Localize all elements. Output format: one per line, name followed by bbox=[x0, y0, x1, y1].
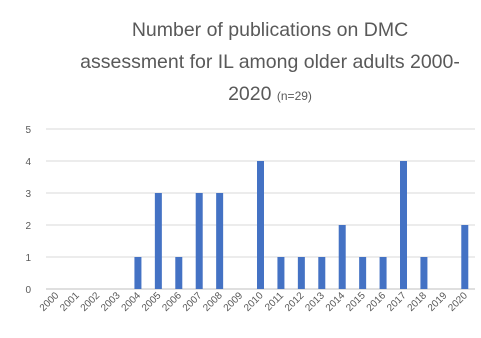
x-tick-label-2010: 2010 bbox=[242, 290, 266, 314]
x-tick-label-2018: 2018 bbox=[406, 290, 430, 314]
x-tick-label-2016: 2016 bbox=[365, 290, 389, 314]
x-tick-label-2006: 2006 bbox=[160, 290, 184, 314]
bar-2005 bbox=[154, 193, 162, 289]
y-tick-label: 4 bbox=[25, 157, 31, 168]
x-tick-label-2004: 2004 bbox=[120, 290, 144, 314]
chart-title-line-3-text: 2020 bbox=[228, 83, 272, 105]
bar-2016 bbox=[379, 257, 387, 289]
y-tick-label: 0 bbox=[25, 285, 31, 296]
bar-2017 bbox=[400, 161, 407, 289]
bar-2007 bbox=[195, 193, 203, 289]
bar-2006 bbox=[175, 257, 183, 289]
x-axis-tick-labels: 2000200120022003200420052006200720082009… bbox=[38, 290, 470, 314]
bar-2004 bbox=[134, 257, 142, 289]
y-tick-label: 2 bbox=[25, 221, 31, 232]
chart-title-note: (n=29) bbox=[276, 89, 312, 103]
bar-2020 bbox=[461, 225, 469, 289]
x-tick-label-2015: 2015 bbox=[344, 290, 368, 314]
chart-title: Number of publications on DMC assessment… bbox=[60, 14, 480, 112]
x-tick-label-2019: 2019 bbox=[426, 290, 450, 314]
x-tick-label-2005: 2005 bbox=[140, 290, 164, 314]
x-tick-label-2008: 2008 bbox=[201, 290, 225, 314]
chart-title-line-2: assessment for IL among older adults 200… bbox=[80, 51, 460, 73]
x-tick-label-2017: 2017 bbox=[385, 290, 409, 314]
x-tick-label-2002: 2002 bbox=[79, 290, 103, 314]
y-tick-label: 3 bbox=[25, 189, 31, 200]
y-tick-label: 5 bbox=[25, 125, 31, 136]
x-tick-label-2001: 2001 bbox=[58, 290, 82, 314]
bar-2014 bbox=[338, 225, 346, 289]
bar-2018 bbox=[420, 257, 428, 289]
x-tick-label-2012: 2012 bbox=[283, 290, 307, 314]
bar-2008 bbox=[216, 193, 224, 289]
x-tick-label-2007: 2007 bbox=[181, 290, 205, 314]
x-tick-label-2020: 2020 bbox=[446, 290, 470, 314]
bar-2012 bbox=[297, 257, 305, 289]
x-tick-label-2013: 2013 bbox=[303, 290, 327, 314]
chart-title-line-3: 2020 (n=29) bbox=[60, 78, 480, 112]
chart-title-line-1: Number of publications on DMC bbox=[131, 19, 409, 41]
x-tick-label-2011: 2011 bbox=[263, 290, 286, 313]
y-tick-label: 1 bbox=[25, 253, 31, 264]
bar-2013 bbox=[318, 257, 326, 289]
bar-2010 bbox=[257, 161, 264, 289]
x-tick-label-2009: 2009 bbox=[222, 290, 246, 314]
x-tick-label-2014: 2014 bbox=[324, 290, 348, 314]
x-tick-label-2003: 2003 bbox=[99, 290, 123, 314]
y-axis-tick-labels: 0 1 2 3 4 5 bbox=[25, 125, 31, 296]
bar-2011 bbox=[277, 257, 285, 289]
x-tick-label-2000: 2000 bbox=[38, 290, 62, 314]
bars bbox=[134, 161, 469, 289]
bar-2015 bbox=[359, 257, 367, 289]
